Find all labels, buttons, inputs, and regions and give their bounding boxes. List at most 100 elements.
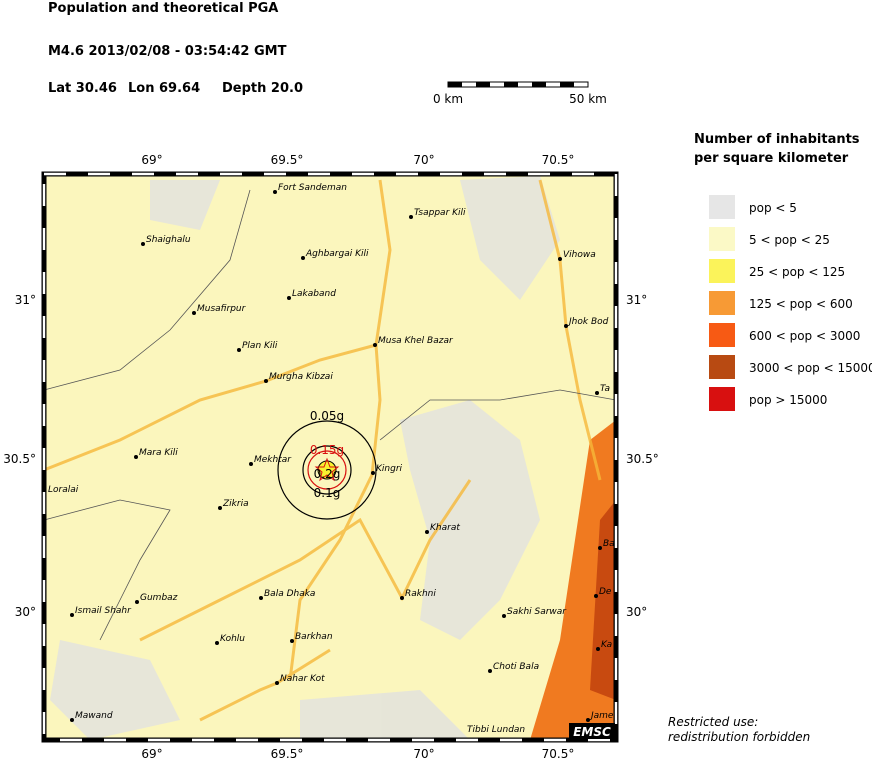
city-label: Bala Dhaka bbox=[264, 589, 315, 599]
city-label: Tsappar Kili bbox=[414, 208, 466, 218]
city-label: Jhok Bod bbox=[567, 317, 609, 327]
legend-swatch bbox=[709, 323, 735, 347]
city-label: Ta bbox=[600, 384, 610, 394]
scale-end: 50 km bbox=[569, 92, 607, 106]
city-label: Ba bbox=[603, 539, 615, 549]
lon-label: 70° bbox=[413, 153, 434, 167]
lat: Lat 30.46 bbox=[48, 81, 117, 96]
city-dot bbox=[564, 324, 568, 328]
city-label: Barkhan bbox=[295, 632, 333, 642]
city-label: Kingri bbox=[376, 464, 403, 474]
city-dot bbox=[596, 647, 600, 651]
city-label: Murgha Kibzai bbox=[269, 372, 333, 382]
lon-label: 70.5° bbox=[542, 153, 575, 167]
city-dot bbox=[264, 379, 268, 383]
map: 0.05g 0.1g 0.15g 0.2g Fort Sandeman Tsapp… bbox=[44, 174, 616, 740]
city-label: Kohlu bbox=[220, 634, 245, 644]
legend-swatch bbox=[709, 291, 735, 315]
city-label: Kharat bbox=[430, 523, 460, 533]
lat-label: 30.5° bbox=[626, 452, 659, 466]
city-dot bbox=[425, 530, 429, 534]
city-dot bbox=[373, 343, 377, 347]
city-label: Tibbi Lundan bbox=[467, 725, 525, 735]
city-dot bbox=[134, 455, 138, 459]
footer: Restricted use: bbox=[668, 715, 758, 729]
city-label: Mara Kili bbox=[139, 448, 178, 458]
legend-label: 5 < pop < 25 bbox=[749, 233, 830, 247]
city-label: Ismail Shahr bbox=[75, 606, 132, 616]
city-label: Plan Kili bbox=[242, 341, 278, 351]
legend-swatch bbox=[709, 355, 735, 379]
city-dot bbox=[259, 596, 263, 600]
city-label: Loralai bbox=[48, 485, 79, 495]
city-label: Rakhni bbox=[405, 589, 436, 599]
lat-label: 30° bbox=[626, 605, 647, 619]
city-label: Shaighalu bbox=[146, 235, 191, 245]
city-dot bbox=[215, 641, 219, 645]
city-label: Zikria bbox=[222, 499, 249, 509]
lon-label: 69° bbox=[141, 747, 162, 760]
city-dot bbox=[275, 681, 279, 685]
event: M4.6 2013/02/08 - 03:54:42 GMT bbox=[48, 44, 287, 59]
city-dot bbox=[371, 471, 375, 475]
pga-label: 0.05g bbox=[310, 409, 344, 423]
pga-label: 0.1g bbox=[314, 486, 341, 500]
legend-label: 3000 < pop < 15000 bbox=[749, 361, 872, 375]
city-dot bbox=[301, 256, 305, 260]
city-label: Jame bbox=[589, 711, 614, 721]
lon-label: 69.5° bbox=[271, 747, 304, 760]
city-dot bbox=[488, 669, 492, 673]
city-label: Nahar Kot bbox=[280, 674, 325, 684]
city-dot bbox=[237, 348, 241, 352]
city-dot bbox=[249, 462, 253, 466]
frame-ticks bbox=[42, 172, 618, 742]
city-label: Vihowa bbox=[563, 250, 596, 260]
title: Population and theoretical PGA bbox=[48, 1, 278, 16]
city-dot bbox=[400, 596, 404, 600]
lat-label: 31° bbox=[626, 293, 647, 307]
lon-label: 70.5° bbox=[542, 747, 575, 760]
city-label: Mekhtar bbox=[254, 455, 292, 465]
depth: Depth 20.0 bbox=[222, 81, 303, 96]
legend-title: Number of inhabitants bbox=[694, 132, 860, 147]
legend-label: pop > 15000 bbox=[749, 393, 827, 407]
city-dot bbox=[218, 506, 222, 510]
lon-label: 70° bbox=[413, 747, 434, 760]
city-dot bbox=[192, 311, 196, 315]
city-dot bbox=[141, 242, 145, 246]
city-dot bbox=[70, 613, 74, 617]
city-label: Aghbargai Kili bbox=[305, 249, 369, 259]
lat-label: 30.5° bbox=[3, 452, 36, 466]
legend-label: 125 < pop < 600 bbox=[749, 297, 853, 311]
pga-label: 0.2g bbox=[314, 467, 341, 481]
legend-label: pop < 5 bbox=[749, 201, 797, 215]
city-label: Fort Sandeman bbox=[278, 183, 347, 193]
pga-label: 0.15g bbox=[310, 443, 344, 457]
scale-bar bbox=[447, 81, 589, 88]
city-dot bbox=[558, 257, 562, 261]
city-dot bbox=[594, 594, 598, 598]
city-label: Ka bbox=[601, 640, 612, 650]
footer: redistribution forbidden bbox=[668, 730, 810, 744]
legend-label: 600 < pop < 3000 bbox=[749, 329, 860, 343]
lat-label: 31° bbox=[15, 293, 36, 307]
city-label: Mawand bbox=[75, 711, 113, 721]
lon-label: 69° bbox=[141, 153, 162, 167]
city-label: Musafirpur bbox=[197, 304, 247, 314]
legend-title: per square kilometer bbox=[694, 151, 849, 166]
city-dot bbox=[135, 600, 139, 604]
city-dot bbox=[586, 718, 590, 722]
lat-label: 30° bbox=[15, 605, 36, 619]
legend-swatch bbox=[709, 195, 735, 219]
city-dot bbox=[598, 546, 602, 550]
legend-swatch bbox=[709, 227, 735, 251]
badge-text: EMSC bbox=[573, 725, 611, 739]
city-label: De bbox=[599, 587, 612, 597]
badge bbox=[569, 723, 615, 739]
scale-start: 0 km bbox=[433, 92, 463, 106]
city-dot bbox=[595, 391, 599, 395]
city-dot bbox=[290, 639, 294, 643]
city-label: Musa Khel Bazar bbox=[378, 336, 454, 346]
city-label: Lakaband bbox=[292, 289, 336, 299]
